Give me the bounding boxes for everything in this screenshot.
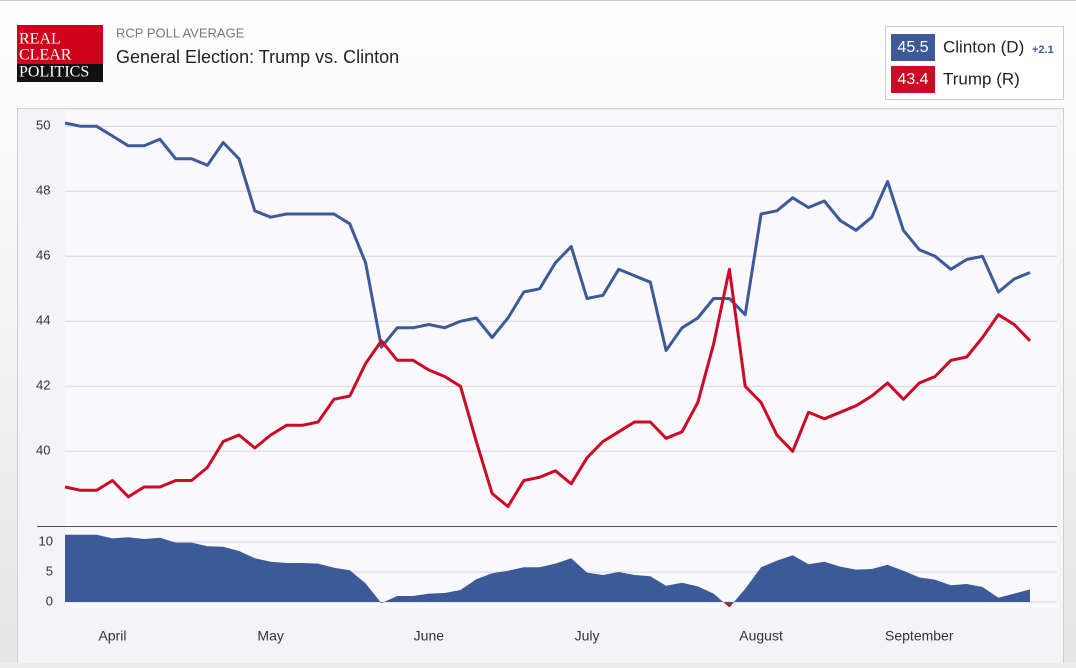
chart-subtitle: RCP POLL AVERAGE <box>116 25 245 40</box>
legend-change: +2.1 <box>1032 44 1054 56</box>
x-tick-label: September <box>885 628 954 644</box>
y-tick-label: 44 <box>36 313 50 328</box>
legend-value: 43.4 <box>897 71 928 88</box>
y-tick-label: 5 <box>46 563 53 578</box>
y-tick-label: 42 <box>36 378 50 393</box>
x-tick-label: April <box>98 628 126 644</box>
y-tick-label: 46 <box>36 248 50 263</box>
x-tick-label: May <box>257 628 283 644</box>
y-tick-label: 48 <box>36 183 50 198</box>
logo-text: CLEAR <box>19 47 72 64</box>
x-tick-label: August <box>739 628 783 644</box>
logo-band <box>17 64 103 82</box>
legend-label: Clinton (D) <box>943 37 1024 56</box>
logo-text: REAL <box>19 31 61 48</box>
legend-label: Trump (R) <box>943 69 1020 88</box>
line-series <box>64 267 1032 508</box>
logo-text: POLITICS <box>19 64 89 81</box>
legend-swatch <box>891 34 935 61</box>
plot-area <box>65 110 1057 526</box>
x-tick-label: July <box>575 628 600 644</box>
spread-area <box>65 534 1030 603</box>
line-series <box>64 121 1031 352</box>
y-tick-label: 0 <box>46 593 53 608</box>
x-tick-label: June <box>414 628 445 644</box>
legend-swatch <box>891 66 935 93</box>
y-tick-label: 50 <box>36 118 50 133</box>
y-tick-label: 10 <box>39 533 53 548</box>
y-tick-label: 40 <box>36 443 50 458</box>
legend-value: 45.5 <box>897 39 928 56</box>
chart-title: General Election: Trump vs. Clinton <box>116 47 399 67</box>
